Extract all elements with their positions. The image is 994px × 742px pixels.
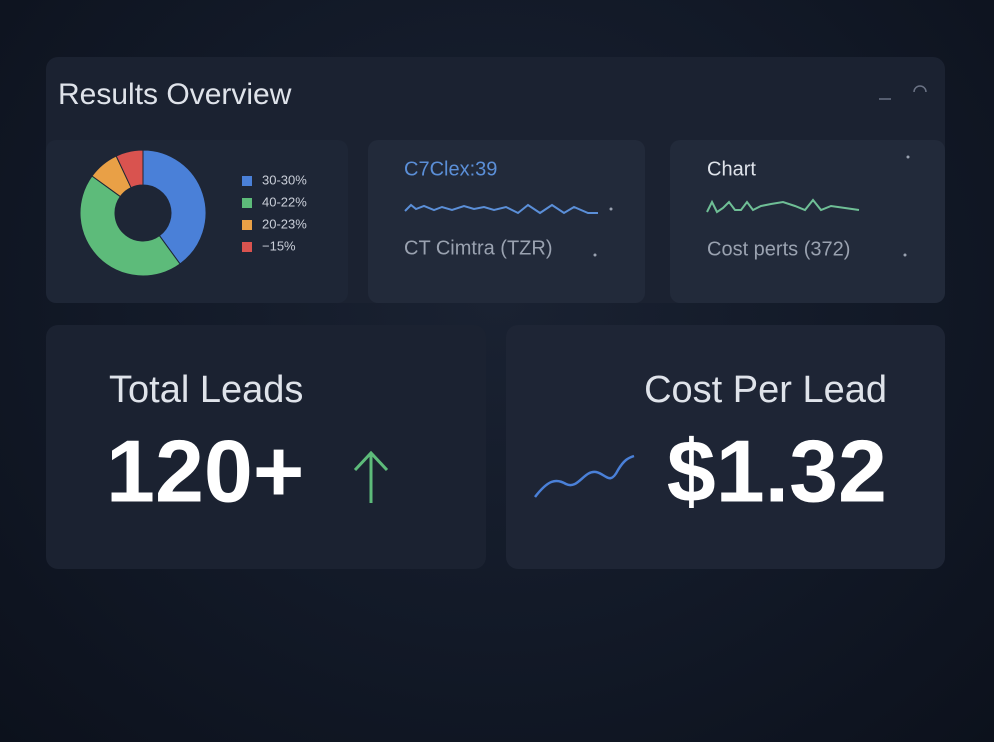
donut-segment: [115, 149, 144, 189]
sparkline: [534, 454, 635, 498]
legend-swatch: [242, 220, 252, 230]
sparkline: [706, 198, 860, 214]
legend-swatch: [242, 198, 252, 208]
kpi-label: Total Leads: [109, 369, 303, 411]
legend-swatch: [242, 242, 252, 252]
legend-swatch: [242, 176, 252, 186]
kpi-value: 120+: [106, 421, 304, 520]
refresh-button[interactable]: [913, 85, 927, 93]
legend-label: 30-30%: [262, 172, 307, 187]
dot: [609, 207, 613, 211]
legend-label: 20-23%: [262, 216, 307, 231]
donut-segment: [79, 175, 181, 277]
dot: [903, 253, 907, 257]
kpi-card: [506, 325, 945, 569]
donut-chart: 30-30% 40-22% 20-23% −15%: [79, 149, 307, 277]
dot: [593, 253, 597, 257]
card-title: Chart: [707, 158, 756, 180]
card-subtitle: Cost perts (372): [707, 238, 850, 260]
kpi-label: Cost Per Lead: [644, 369, 887, 411]
card-title: C7Clex:39: [404, 158, 497, 180]
donut-segment: [142, 149, 207, 265]
metric-card: [670, 140, 945, 303]
card-subtitle: CT Cimtra (TZR): [404, 237, 553, 259]
legend-label: 40-22%: [262, 194, 307, 209]
kpi-value: $1.32: [667, 421, 887, 520]
panel-title: Results Overview: [58, 78, 292, 111]
metric-card: [368, 140, 645, 303]
legend-label: −15%: [262, 238, 296, 253]
kpi-card: [46, 325, 486, 569]
trend-arrow: [353, 450, 389, 503]
sparkline: [404, 203, 598, 215]
dot: [906, 155, 910, 159]
